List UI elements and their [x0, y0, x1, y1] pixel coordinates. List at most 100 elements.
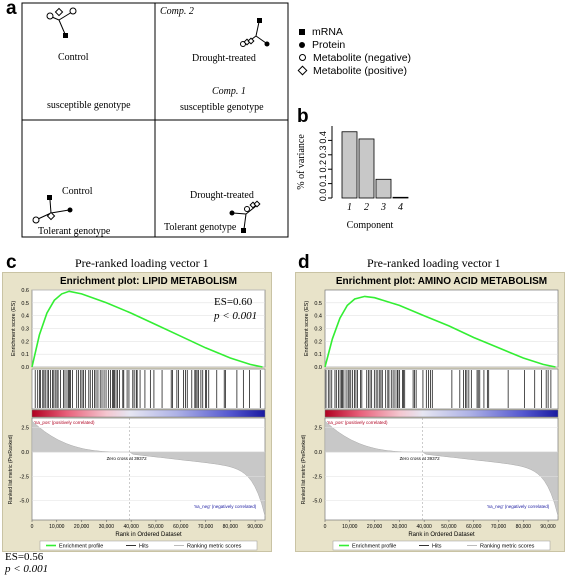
- x-tick-label: 70,000: [198, 524, 214, 530]
- bar-y-tick-label: 0.0: [318, 189, 328, 202]
- bar-component-4: [392, 196, 409, 199]
- es-y-tick-label: 0.5: [21, 301, 29, 307]
- quadrant-tl-genotype: susceptible genotype: [47, 100, 131, 111]
- quadrant-br-genotype: Tolerant genotype: [164, 222, 237, 233]
- bar-y-tick-label: 0.1: [318, 174, 328, 187]
- ranked-y-axis-title: Ranked list metric (PreRanked): [301, 434, 307, 504]
- ranked-metric-area: [324, 417, 559, 521]
- es-y-axis-title: Enrichment score (ES): [304, 301, 310, 356]
- x-tick-label: 20,000: [74, 524, 90, 530]
- protein-marker: [264, 41, 270, 47]
- enrichment-profile-line: [324, 295, 556, 368]
- metabolite-negative-marker: [46, 12, 54, 20]
- hits-area: [324, 368, 559, 410]
- x-tick-label: 90,000: [247, 524, 263, 530]
- mrna-marker: [241, 228, 246, 233]
- es-y-tick-label: 0.1: [314, 352, 322, 358]
- bar-category-label: 3: [380, 202, 386, 213]
- ranked-y-axis-title: Ranked list metric (PreRanked): [8, 434, 14, 504]
- quadrant-tr-condition: Drought-treated: [192, 53, 256, 64]
- open-diamond-icon: [297, 65, 308, 76]
- legend-item-metabolite-negative: Metabolite (negative): [299, 51, 411, 64]
- quadrant-bl-genotype: Tolerant genotype: [38, 226, 111, 237]
- x-tick-label: 10,000: [49, 524, 65, 530]
- bar-category-label: 2: [364, 202, 369, 213]
- protein-marker: [229, 210, 235, 216]
- gsea-title: Enrichment plot: LIPID METABOLISM: [60, 276, 237, 287]
- es-y-tick-label: 0.6: [21, 288, 29, 294]
- metabolite-negative-marker: [244, 206, 250, 212]
- x-tick-label: 0: [31, 524, 34, 530]
- glyph-bottom-right: [229, 200, 261, 233]
- legend-item-protein: Protein: [299, 38, 411, 51]
- es-y-tick-label: 0.2: [21, 339, 29, 345]
- metabolite-positive-marker: [46, 211, 56, 221]
- ranking-color-bar: [31, 409, 266, 418]
- legend-label: Ranking metric scores: [187, 544, 242, 550]
- ranked-y-tick-label: -2.5: [313, 474, 322, 480]
- x-tick-label: 90,000: [540, 524, 556, 530]
- filled-circle-icon: [299, 41, 305, 48]
- footer-es: ES=0.56: [5, 551, 44, 563]
- x-tick-label: 40,000: [124, 524, 140, 530]
- x-axis-title: Rank in Ordered Dataset: [408, 532, 475, 538]
- x-tick-label: 80,000: [223, 524, 239, 530]
- es-y-tick-label: 0.0: [21, 365, 29, 371]
- comp2-label: Comp. 2: [160, 6, 194, 17]
- bar-y-tick-label: 0.2: [318, 160, 328, 173]
- bar-component-2: [358, 138, 375, 199]
- x-tick-label: 80,000: [516, 524, 532, 530]
- x-tick-label: 20,000: [367, 524, 383, 530]
- x-tick-label: 40,000: [417, 524, 433, 530]
- es-y-axis-title: Enrichment score (ES): [11, 301, 17, 356]
- bar-y-tick-label: 0.4: [318, 131, 328, 144]
- gsea-title: Enrichment plot: AMINO ACID METABOLISM: [336, 276, 547, 287]
- legend-label-metabolite-negative: Metabolite (negative): [313, 51, 412, 64]
- es-y-tick-label: 0.0: [314, 365, 322, 371]
- footer-p: p < 0.001: [5, 563, 49, 575]
- panel-c-letter: c: [6, 252, 17, 273]
- legend-label: Hits: [432, 544, 442, 550]
- es-y-tick-label: 0.3: [21, 327, 29, 333]
- es-y-tick-label: 0.4: [21, 314, 29, 320]
- panel-b-letter: b: [297, 106, 309, 127]
- x-tick-label: 30,000: [392, 524, 408, 530]
- quadrant-bl-condition: Control: [62, 186, 93, 197]
- panel-c-subtitle: Pre-ranked loading vector 1: [75, 256, 209, 270]
- ranked-y-tick-label: 2.5: [21, 426, 29, 432]
- glyph-top-right: [240, 18, 270, 47]
- ranking-color-bar: [324, 409, 559, 418]
- quadrant-tl-condition: Control: [58, 52, 89, 63]
- ranked-y-tick-label: -5.0: [20, 499, 29, 505]
- ranked-y-tick-label: -2.5: [20, 474, 29, 480]
- es-y-tick-label: 0.1: [21, 352, 29, 358]
- x-tick-label: 50,000: [441, 524, 457, 530]
- legend-box: [332, 540, 551, 551]
- ranking-metric-scores: [31, 420, 266, 517]
- panel-d-subtitle: Pre-ranked loading vector 1: [367, 256, 501, 270]
- ranked-y-tick-label: 2.5: [314, 426, 322, 432]
- bar-category-label: 1: [347, 202, 352, 213]
- legend-label-protein: Protein: [312, 38, 346, 51]
- ranked-y-tick-label: 0.0: [314, 450, 322, 456]
- es-y-tick-label: 0.3: [314, 327, 322, 333]
- bar-component-1: [341, 131, 358, 199]
- glyph-bottom-left: [32, 195, 73, 224]
- x-tick-label: 70,000: [491, 524, 507, 530]
- variance-bar-chart: 0.0 0.10.20.3 0.4 1 2 3 4 Component % of varianc…: [296, 126, 409, 231]
- legend-box: [39, 540, 258, 551]
- metabolite-positive-marker: [253, 200, 261, 208]
- legend-label: Hits: [139, 544, 149, 550]
- panel-c-es: ES=0.60: [214, 296, 253, 308]
- bar-y-axis-title: % of variance: [296, 134, 307, 190]
- bar-x-axis-title: Component: [347, 220, 394, 231]
- gsea-legend: Enrichment profile Hits Ranking metric sco…: [39, 540, 258, 551]
- x-tick-label: 10,000: [342, 524, 358, 530]
- panel-c-p: p < 0.001: [214, 310, 258, 322]
- panel-a-quadrants: [21, 2, 289, 238]
- mrna-marker: [47, 195, 52, 200]
- negative-correlated-label: 'na_neg' (negatively correlated): [194, 504, 257, 509]
- open-circle-icon: [299, 54, 306, 61]
- gsea-plot-lipid: Enrichment plot: LIPID METABOLISM 0.0 0.1 0…: [8, 276, 266, 551]
- filled-square-icon: [299, 28, 305, 35]
